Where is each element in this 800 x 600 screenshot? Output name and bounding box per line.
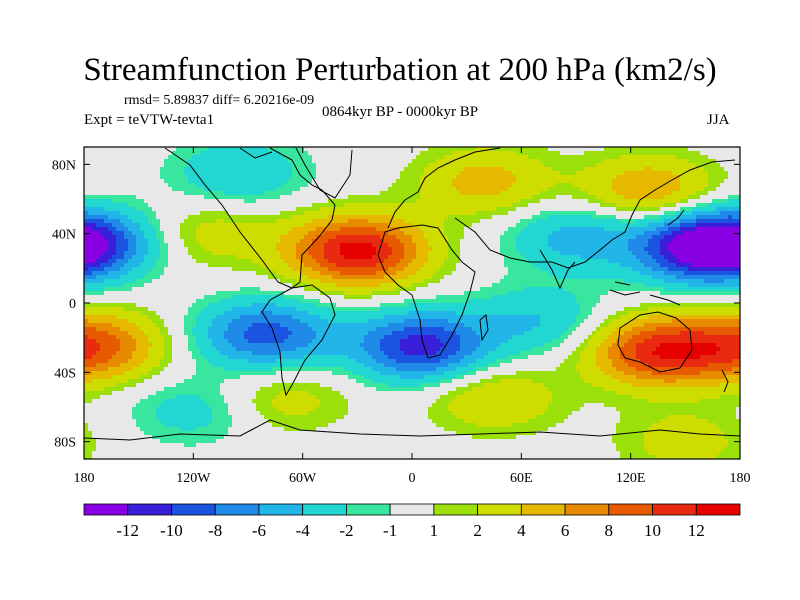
colorbar-label: 12: [688, 521, 705, 540]
colorbar-label: 4: [517, 521, 526, 540]
colorbar-label: 6: [561, 521, 570, 540]
colorbar-swatch: [695, 503, 741, 516]
colorbar-swatch: [564, 503, 610, 516]
colorbar-label: -8: [208, 521, 222, 540]
x-tick-label: 60W: [289, 471, 317, 486]
experiment-label: Expt = teVTW-tevta1: [84, 112, 215, 128]
colorbar-label: -2: [339, 521, 353, 540]
colorbar-swatch: [258, 503, 304, 516]
colorbar-swatch: [214, 503, 260, 516]
axis-ticks: 180 120W 60W 0 60E 120E 180 80N 40N 0 40S 80S: [52, 147, 751, 486]
figure-title: Streamfunction Perturbation at 200 hPa (…: [83, 52, 717, 88]
colorbar: -12 -10 -8 -6 -4 -2 -1 1 2 4 6 8 10 12: [83, 503, 741, 540]
colorbar-label: 1: [430, 521, 439, 540]
colorbar-label: -10: [160, 521, 183, 540]
colorbar-swatch: [520, 503, 566, 516]
stats-label: rmsd= 5.89837 diff= 6.20216e-09: [124, 93, 315, 108]
coastlines: [84, 147, 740, 441]
colorbar-label: -6: [252, 521, 266, 540]
x-tick-label: 60E: [510, 471, 533, 486]
colorbar-label: 10: [644, 521, 661, 540]
colorbar-label: 2: [473, 521, 482, 540]
y-tick-label: 40S: [54, 366, 76, 381]
x-tick-label: 120W: [176, 471, 211, 486]
colorbar-swatch: [171, 503, 216, 516]
colorbar-label: -4: [296, 521, 311, 540]
y-tick-label: 80N: [52, 158, 76, 173]
y-tick-label: 80S: [54, 436, 76, 451]
streamfunction-field: [84, 147, 740, 459]
colorbar-swatch: [652, 503, 697, 516]
x-tick-label: 180: [74, 471, 95, 486]
colorbar-swatch: [389, 503, 435, 516]
colorbar-swatch: [477, 503, 522, 516]
colorbar-label: -1: [383, 521, 397, 540]
y-tick-label: 0: [69, 297, 76, 312]
y-tick-label: 40N: [52, 228, 76, 243]
x-tick-label: 180: [730, 471, 751, 486]
x-tick-label: 0: [409, 471, 416, 486]
period-label: 0864kyr BP - 0000kyr BP: [322, 104, 479, 120]
colorbar-swatch: [127, 503, 172, 516]
colorbar-swatch: [345, 503, 391, 516]
colorbar-swatch: [83, 503, 129, 516]
colorbar-swatch: [433, 503, 479, 516]
colorbar-swatch: [302, 503, 347, 516]
colorbar-swatch: [608, 503, 653, 516]
colorbar-label: -12: [116, 521, 139, 540]
season-label: JJA: [707, 112, 730, 128]
colorbar-label: 8: [605, 521, 614, 540]
x-tick-label: 120E: [616, 471, 646, 486]
